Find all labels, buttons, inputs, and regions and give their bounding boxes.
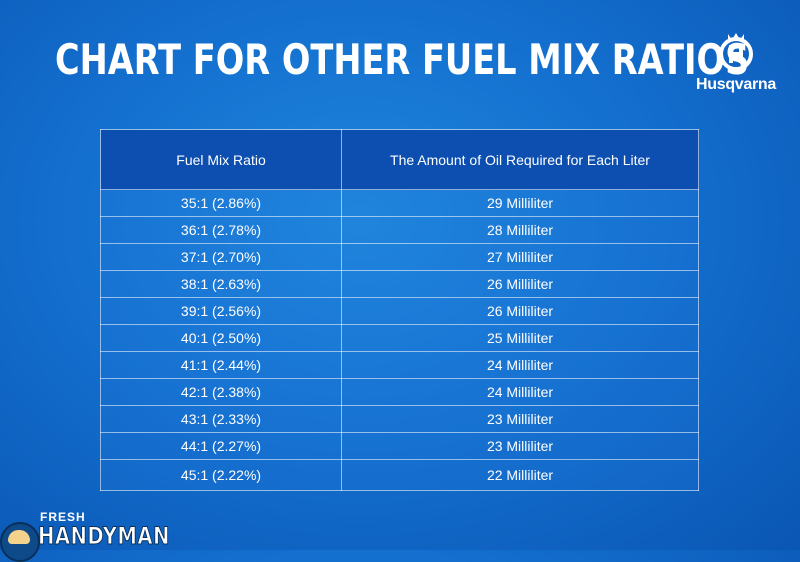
ratio-cell: 35:1 (2.86%) [100,189,342,217]
logo-text-fresh: FRESH [40,510,86,524]
table-row: 43:1 (2.33%) 23 Milliliter [100,405,699,433]
table-row: 42:1 (2.38%) 24 Milliliter [100,378,699,406]
column-header-ratio: Fuel Mix Ratio [100,129,342,190]
ratio-cell: 39:1 (2.56%) [100,297,342,325]
ratio-cell: 45:1 (2.22%) [100,459,342,491]
oil-amount-cell: 27 Milliliter [341,243,699,271]
page-title: CHART FOR OTHER FUEL MIX RATIOS [55,35,750,84]
oil-amount-cell: 22 Milliliter [341,459,699,491]
table-row: 45:1 (2.22%) 22 Milliliter [100,459,699,491]
table-row: 39:1 (2.56%) 26 Milliliter [100,297,699,325]
fuel-mix-table: Fuel Mix Ratio The Amount of Oil Require… [100,129,699,491]
handyman-mascot-icon [0,522,40,562]
table-row: 35:1 (2.86%) 29 Milliliter [100,189,699,217]
oil-amount-cell: 23 Milliliter [341,405,699,433]
ratio-cell: 44:1 (2.27%) [100,432,342,460]
ratio-cell: 40:1 (2.50%) [100,324,342,352]
oil-amount-cell: 26 Milliliter [341,270,699,298]
ratio-cell: 36:1 (2.78%) [100,216,342,244]
husqvarna-logo: Husqvarna [686,30,786,94]
ratio-cell: 38:1 (2.63%) [100,270,342,298]
oil-amount-cell: 28 Milliliter [341,216,699,244]
ratio-cell: 42:1 (2.38%) [100,378,342,406]
ratio-cell: 43:1 (2.33%) [100,405,342,433]
column-header-oil-amount: The Amount of Oil Required for Each Lite… [341,129,699,190]
table-row: 44:1 (2.27%) 23 Milliliter [100,432,699,460]
ratio-cell: 41:1 (2.44%) [100,351,342,379]
logo-text-handyman: HANDYMAN [38,522,170,551]
oil-amount-cell: 29 Milliliter [341,189,699,217]
ratio-cell: 37:1 (2.70%) [100,243,342,271]
oil-amount-cell: 24 Milliliter [341,378,699,406]
oil-amount-cell: 25 Milliliter [341,324,699,352]
oil-amount-cell: 23 Milliliter [341,432,699,460]
husqvarna-crown-h-icon [719,33,753,71]
table-row: 38:1 (2.63%) 26 Milliliter [100,270,699,298]
table-header-row: Fuel Mix Ratio The Amount of Oil Require… [100,129,699,190]
fresh-handyman-logo: FRESH HANDYMAN [0,510,185,562]
table-row: 37:1 (2.70%) 27 Milliliter [100,243,699,271]
table-row: 41:1 (2.44%) 24 Milliliter [100,351,699,379]
brand-name: Husqvarna [696,76,776,93]
table-row: 40:1 (2.50%) 25 Milliliter [100,324,699,352]
oil-amount-cell: 24 Milliliter [341,351,699,379]
oil-amount-cell: 26 Milliliter [341,297,699,325]
table-row: 36:1 (2.78%) 28 Milliliter [100,216,699,244]
